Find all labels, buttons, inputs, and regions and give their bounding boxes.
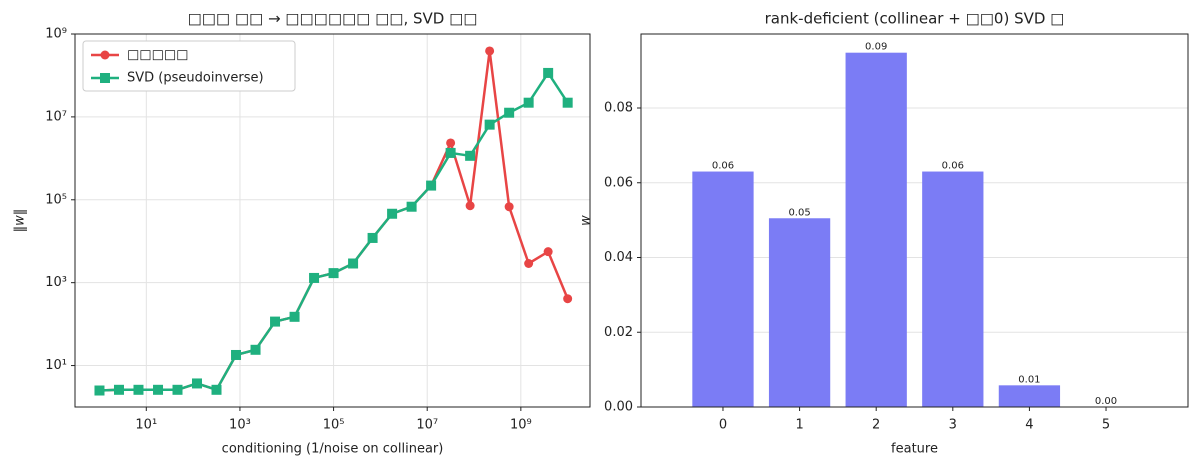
- legend-label: □□□□□: [127, 48, 188, 63]
- y-tick-label: 0.04: [604, 250, 633, 265]
- marker: [211, 384, 222, 395]
- value-label: 0.05: [788, 207, 810, 218]
- marker: [426, 180, 437, 191]
- x-tick-label: 0: [719, 418, 727, 433]
- marker: [387, 208, 398, 219]
- y-tick-label: 0.00: [604, 400, 633, 415]
- marker: [563, 294, 573, 304]
- y-tick-label: 10¹: [45, 358, 67, 373]
- chart-title: rank-deficient (collinear + □□0) SVD □: [765, 10, 1065, 28]
- x-tick-label: 4: [1025, 418, 1033, 433]
- x-tick-label: 2: [872, 418, 880, 433]
- bar: [922, 171, 984, 407]
- marker: [328, 268, 339, 279]
- marker: [543, 67, 554, 78]
- axes-frame: [74, 33, 591, 408]
- bar: [692, 171, 754, 407]
- marker: [504, 202, 514, 212]
- marker: [445, 147, 456, 158]
- bar: [768, 218, 831, 407]
- marker: [94, 385, 105, 396]
- marker: [524, 259, 534, 269]
- legend-label: SVD (pseudoinverse): [127, 71, 264, 86]
- marker: [348, 258, 359, 269]
- x-tick-label: 10⁹: [510, 418, 532, 433]
- marker: [406, 201, 417, 212]
- marker: [270, 316, 281, 327]
- x-tick-label: 1: [795, 418, 803, 433]
- y-tick-label: 0.06: [604, 175, 633, 190]
- x-tick-label: 10⁵: [323, 418, 345, 433]
- x-axis-label: conditioning (1/noise on collinear): [222, 442, 444, 457]
- marker: [465, 150, 476, 161]
- y-tick-label: 10⁵: [45, 192, 67, 207]
- marker: [250, 344, 261, 355]
- x-tick-label: 10³: [229, 418, 251, 433]
- axes-frame: [640, 33, 1189, 408]
- bar: [845, 52, 907, 407]
- legend-marker: [100, 50, 110, 60]
- marker: [485, 46, 495, 56]
- x-axis-label: feature: [891, 442, 938, 457]
- marker: [191, 378, 202, 389]
- marker: [172, 384, 183, 395]
- marker: [113, 384, 124, 395]
- marker: [231, 349, 242, 360]
- marker: [504, 107, 515, 118]
- marker: [367, 232, 378, 243]
- legend-marker: [100, 73, 110, 83]
- y-axis-label: ‖w‖: [13, 209, 28, 233]
- value-label: 0.06: [712, 161, 734, 172]
- x-tick-label: 5: [1102, 418, 1110, 433]
- x-tick-label: 3: [949, 418, 957, 433]
- value-label: 0.06: [942, 161, 964, 172]
- y-tick-label: 10⁷: [45, 109, 67, 124]
- y-tick-label: 0.02: [604, 325, 633, 340]
- marker: [133, 384, 144, 395]
- y-tick-label: 10³: [45, 275, 67, 290]
- value-label: 0.01: [1018, 374, 1040, 385]
- marker: [465, 201, 475, 211]
- value-label: 0.09: [865, 42, 887, 53]
- marker: [543, 247, 553, 257]
- x-tick-label: 10⁷: [416, 418, 438, 433]
- marker: [562, 97, 573, 108]
- x-tick-label: 10¹: [135, 418, 157, 433]
- marker: [153, 384, 164, 395]
- marker: [484, 119, 495, 130]
- chart-title: □□□ □□ → □□□□□□ □□, SVD □□: [188, 10, 478, 28]
- legend-box: [82, 40, 296, 92]
- y-axis-label: w: [579, 215, 594, 226]
- value-label: 0.00: [1095, 396, 1117, 407]
- marker: [523, 97, 534, 108]
- y-tick-label: 0.08: [604, 101, 633, 116]
- bar: [998, 385, 1061, 407]
- marker: [309, 272, 320, 283]
- y-tick-label: 10⁹: [45, 27, 67, 42]
- marker: [446, 138, 456, 148]
- marker: [289, 311, 300, 322]
